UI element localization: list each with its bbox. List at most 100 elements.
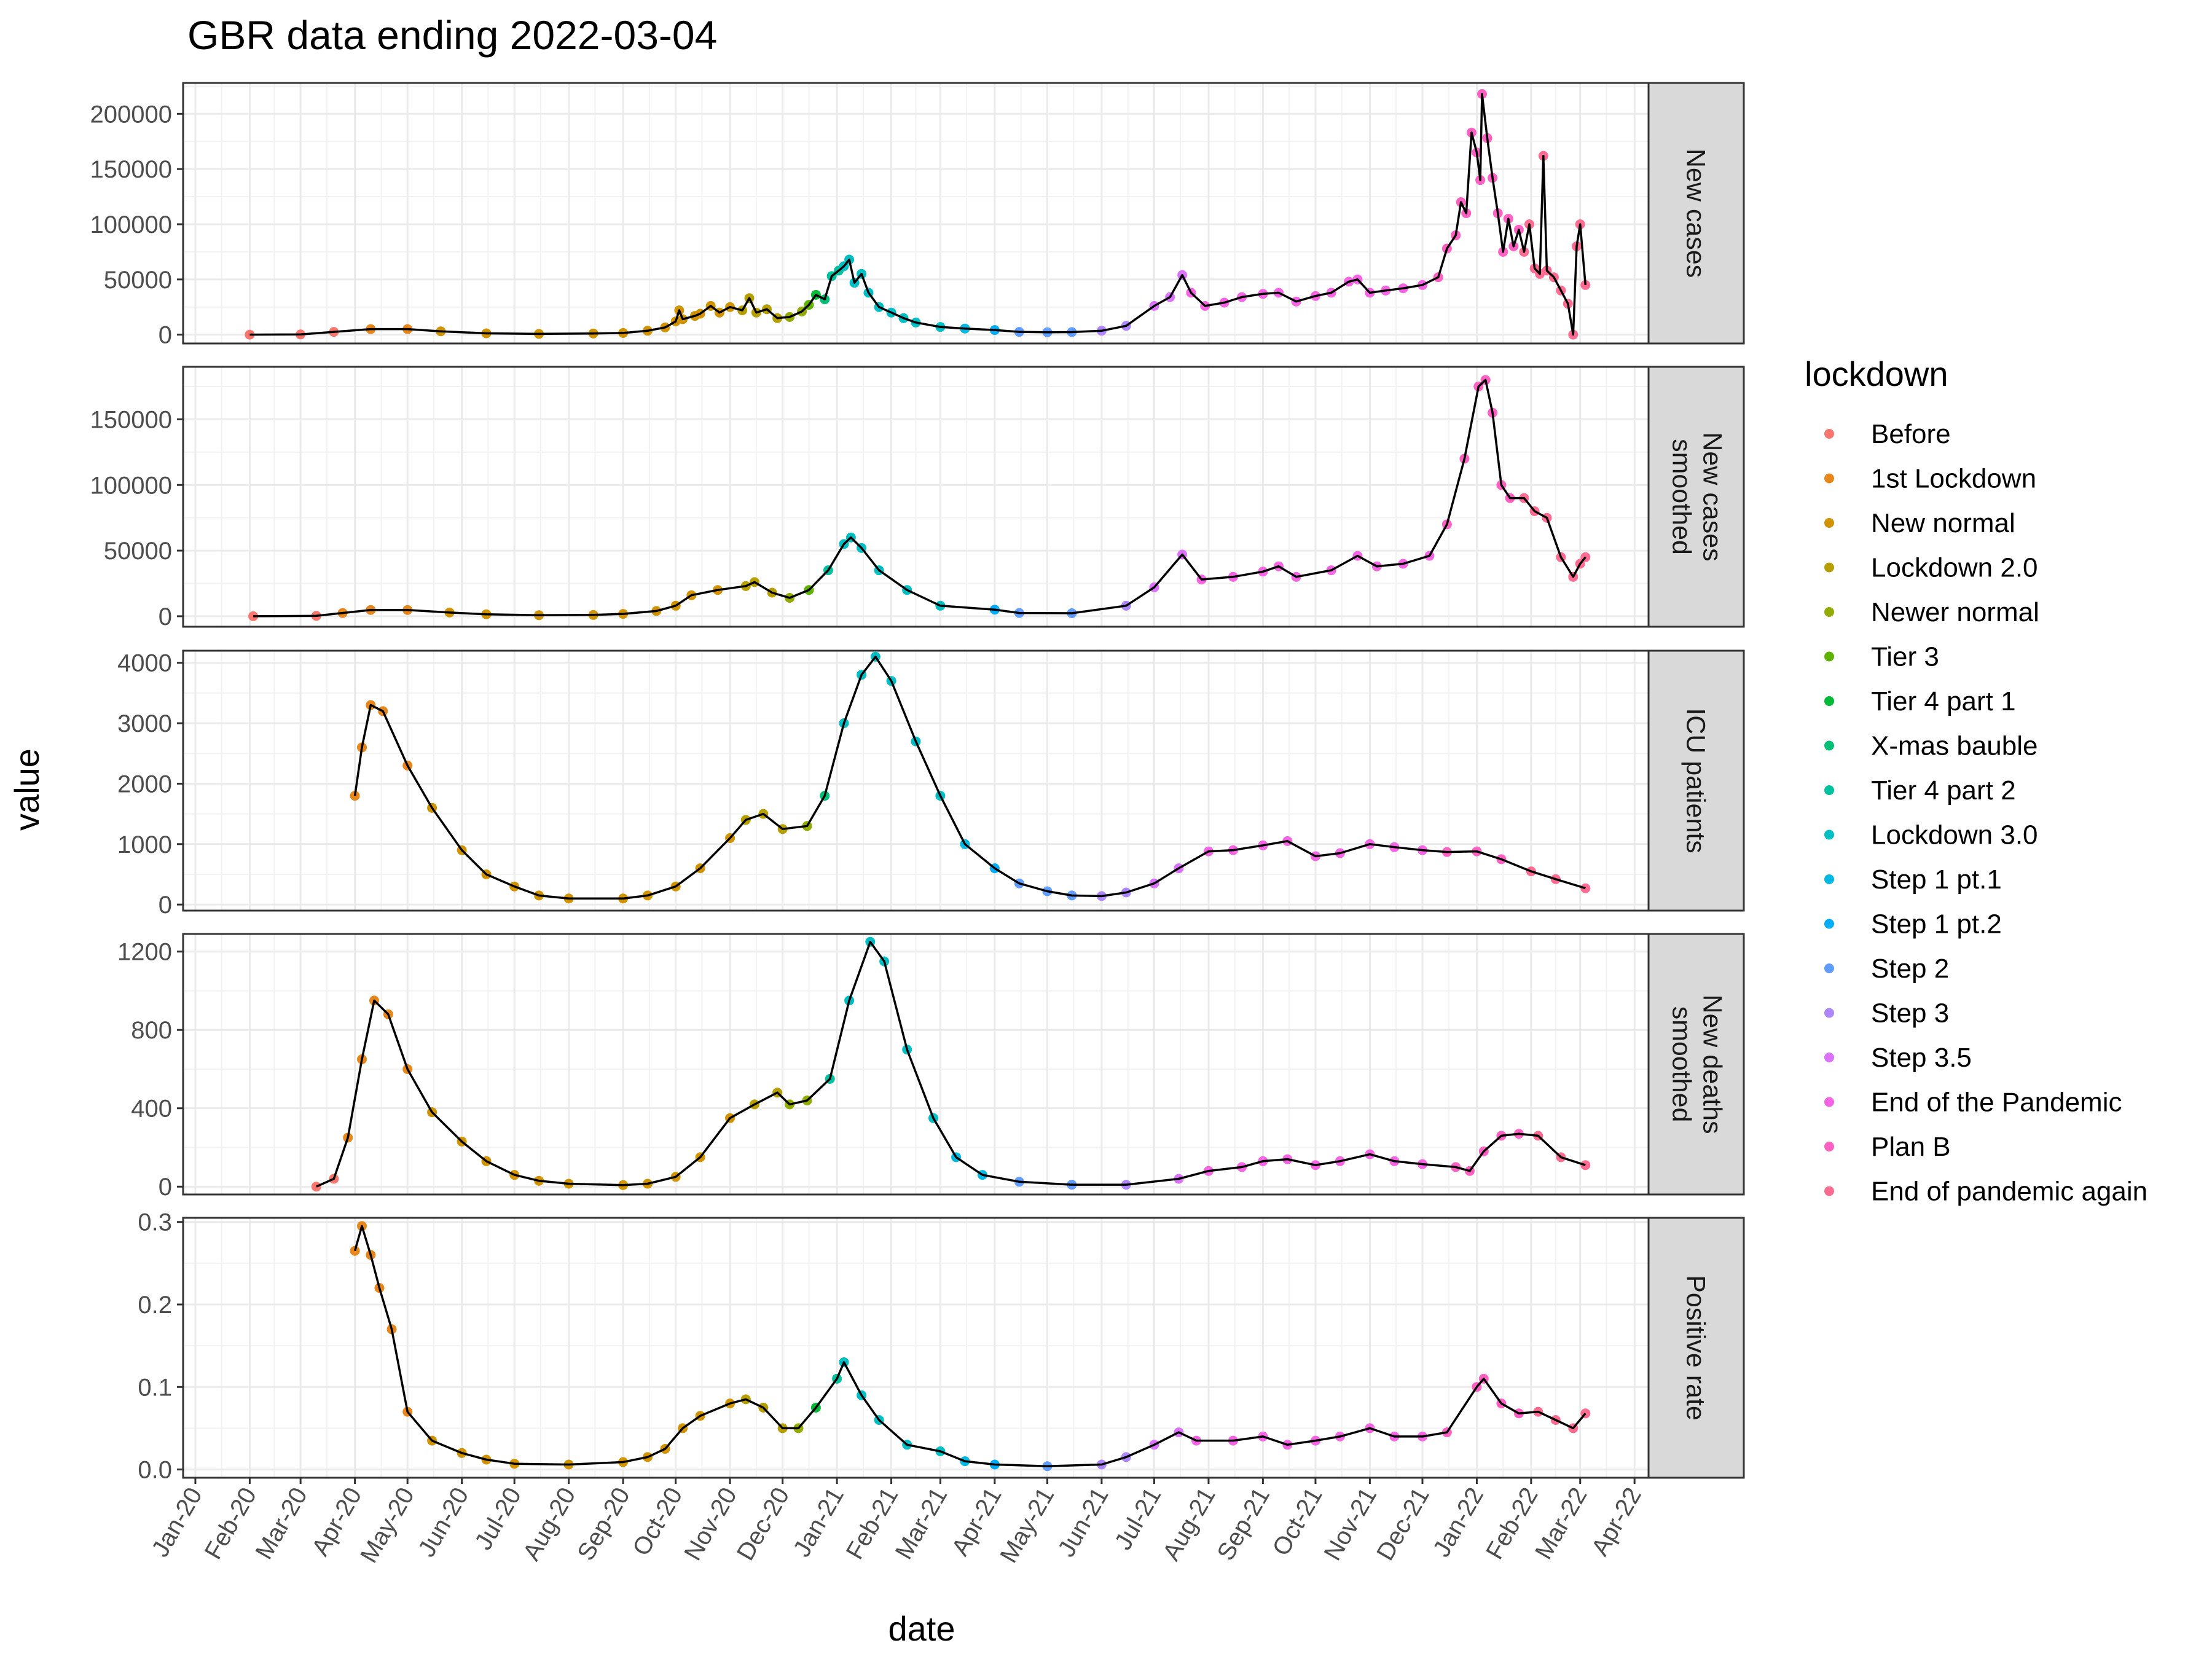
legend-swatch [1824,1097,1834,1107]
legend-swatch [1824,651,1834,662]
series-line [353,656,1586,900]
legend-item: 1st Lockdown [1824,464,2036,494]
x-tick-label: Jan-20 [147,1483,208,1562]
legend-item: Step 1 pt.2 [1824,909,2002,939]
legend-item: Lockdown 3.0 [1824,820,2038,850]
x-tick-label: Oct-20 [627,1483,688,1561]
legend-swatch [1824,963,1834,973]
legend-label: Step 1 pt.2 [1871,909,2002,939]
legend-swatch [1824,607,1834,617]
panel-2: 0 50000 100000 150000 New casessmoothed [90,366,1745,630]
x-tick-label: Dec-20 [732,1483,795,1566]
y-tick-label: 50000 [104,267,172,294]
x-tick-label: Jul-20 [469,1483,527,1555]
y-tick-label: 1000 [117,831,172,858]
legend-swatch [1824,1142,1834,1151]
x-tick-label: Jul-21 [1110,1483,1167,1555]
series-line [316,941,1586,1188]
legend-swatch [1824,1186,1834,1196]
legend-swatch [1824,429,1834,439]
legend-label: Step 1 pt.1 [1871,865,2002,895]
legend-item: Tier 4 part 1 [1824,686,2016,716]
facet-strip [1647,82,1745,345]
legend-label: Step 2 [1871,954,1949,984]
legend-title: lockdown [1805,355,1948,393]
panel-4: 0 400 800 1200 New deathssmoothed [117,933,1745,1201]
legend-label: Lockdown 2.0 [1871,553,2038,583]
y-tick-label: 0 [159,322,172,349]
legend-label: Before [1871,419,1951,449]
legend-swatch [1824,830,1834,840]
legend-label: Tier 4 part 2 [1871,775,2016,806]
y-tick-label: 100000 [90,472,172,499]
legend-label: Step 3 [1871,998,1949,1029]
y-tick-label: 150000 [90,156,172,183]
facet-strip [1647,1217,1745,1479]
facet-strip-label: New cases [1681,149,1711,278]
legend-swatch [1824,473,1834,484]
series-line [253,378,1586,618]
y-tick-label: 1200 [117,939,172,966]
legend-item: Plan B [1824,1132,1951,1162]
legend-swatch [1824,740,1834,751]
y-tick-label: 200000 [90,101,172,128]
legend: lockdown Before 1st Lockdown New normal Loc… [1805,355,2147,1207]
y-tick-label: 800 [131,1017,172,1044]
legend-item: Newer normal [1824,597,2039,627]
x-axis: Jan-20Feb-20Mar-20Apr-20May-20Jun-20Jul-… [147,1478,1647,1567]
legend-item: Step 2 [1824,954,1949,984]
legend-label: Lockdown 3.0 [1871,820,2038,850]
y-tick-label: 0.2 [138,1292,172,1319]
legend-item: Tier 3 [1824,642,1939,672]
legend-swatch [1824,1008,1834,1018]
x-tick-label: Aug-21 [1158,1483,1221,1566]
series-line [249,93,1587,336]
legend-item: New normal [1824,508,2015,538]
x-tick-label: Dec-21 [1371,1483,1435,1566]
facet-strip-label: New casessmoothed [1667,432,1727,561]
y-axis-title: value [7,748,46,831]
y-tick-label: 400 [131,1096,172,1123]
facet-strip [1647,933,1745,1196]
legend-label: Plan B [1871,1132,1951,1162]
facet-strip-label: ICU patients [1681,708,1711,853]
legend-label: New normal [1871,508,2015,538]
y-tick-label: 4000 [117,650,172,677]
legend-item: End of pandemic again [1824,1177,2147,1207]
x-tick-label: Oct-21 [1268,1483,1328,1561]
legend-swatch [1824,562,1834,573]
y-tick-label: 0.3 [138,1209,172,1236]
x-tick-label: Jan-21 [788,1483,849,1562]
panel-3: 0 1000 2000 3000 4000 ICU patients [117,649,1745,919]
legend-swatch [1824,874,1834,884]
y-tick-label: 100000 [90,211,172,238]
series-line [353,1225,1586,1467]
facet-strip-label: Positive rate [1681,1275,1711,1421]
panel-5: 0.0 0.1 0.2 0.3 Positive rate [138,1209,1745,1484]
legend-label: 1st Lockdown [1871,464,2036,494]
x-tick-label: Sep-21 [1212,1483,1276,1566]
facet-strip-label: New deathssmoothed [1667,994,1727,1134]
legend-label: Tier 3 [1871,642,1939,672]
legend-items: Before 1st Lockdown New normal Lockdown 2.0… [1824,419,2147,1207]
x-tick-label: Jun-20 [413,1483,474,1562]
legend-swatch [1824,919,1834,929]
legend-label: End of the Pandemic [1871,1088,2122,1118]
legend-label: Tier 4 part 1 [1871,686,2016,716]
y-tick-label: 0.0 [138,1457,172,1484]
x-tick-label: Jan-22 [1428,1483,1489,1562]
legend-item: End of the Pandemic [1824,1088,2122,1118]
x-axis-title: date [888,1609,955,1648]
legend-item: Step 3 [1824,998,1949,1029]
y-tick-label: 2000 [117,771,172,798]
legend-item: X-mas bauble [1824,731,2037,761]
legend-swatch [1824,696,1834,706]
facet-strip [1647,366,1745,628]
legend-label: X-mas bauble [1871,731,2037,761]
legend-item: Lockdown 2.0 [1824,553,2038,583]
legend-item: Tier 4 part 2 [1824,775,2016,806]
y-tick-label: 0.1 [138,1374,172,1401]
legend-label: Newer normal [1871,597,2039,627]
x-tick-label: Sep-20 [572,1483,635,1566]
